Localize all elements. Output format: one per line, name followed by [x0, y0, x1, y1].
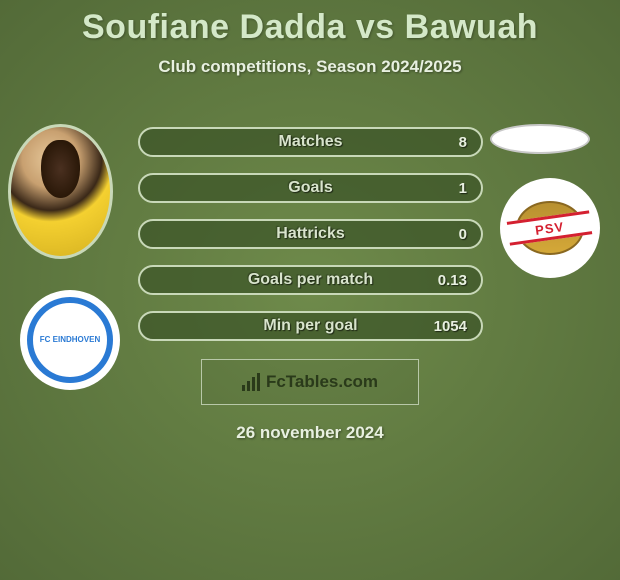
date-text: 26 november 2024 [0, 423, 620, 443]
stat-row: Hattricks 0 [138, 219, 483, 249]
stat-row: Matches 8 [138, 127, 483, 157]
stats-list: Matches 8 Goals 1 Hattricks 0 Goals per … [138, 127, 483, 341]
content-container: Soufiane Dadda vs Bawuah Club competitio… [0, 0, 620, 443]
stat-label: Min per goal [263, 317, 357, 335]
stat-value: 1 [459, 180, 467, 197]
badge-right-text: PSV [507, 210, 593, 245]
stat-label: Goals per match [248, 271, 373, 289]
bars-icon [242, 373, 260, 391]
stat-value: 0.13 [438, 272, 467, 289]
stat-row: Goals 1 [138, 173, 483, 203]
stat-label: Matches [278, 133, 342, 151]
club-badge-left: FC EINDHOVEN [20, 290, 120, 390]
stat-label: Goals [288, 179, 332, 197]
watermark-text: FcTables.com [266, 372, 378, 392]
stat-row: Goals per match 0.13 [138, 265, 483, 295]
stat-row: Min per goal 1054 [138, 311, 483, 341]
stat-value: 0 [459, 226, 467, 243]
badge-shield: PSV [516, 201, 584, 255]
stat-value: 1054 [434, 318, 467, 335]
player-oval-right [490, 124, 590, 154]
stat-label: Hattricks [276, 225, 344, 243]
stat-value: 8 [459, 134, 467, 151]
player-photo [8, 124, 113, 259]
page-subtitle: Club competitions, Season 2024/2025 [0, 57, 620, 77]
badge-ring: FC EINDHOVEN [27, 297, 113, 383]
page-title: Soufiane Dadda vs Bawuah [0, 0, 620, 47]
watermark: FcTables.com [201, 359, 419, 405]
badge-left-text: FC EINDHOVEN [40, 336, 100, 344]
club-badge-right: PSV [500, 178, 600, 278]
